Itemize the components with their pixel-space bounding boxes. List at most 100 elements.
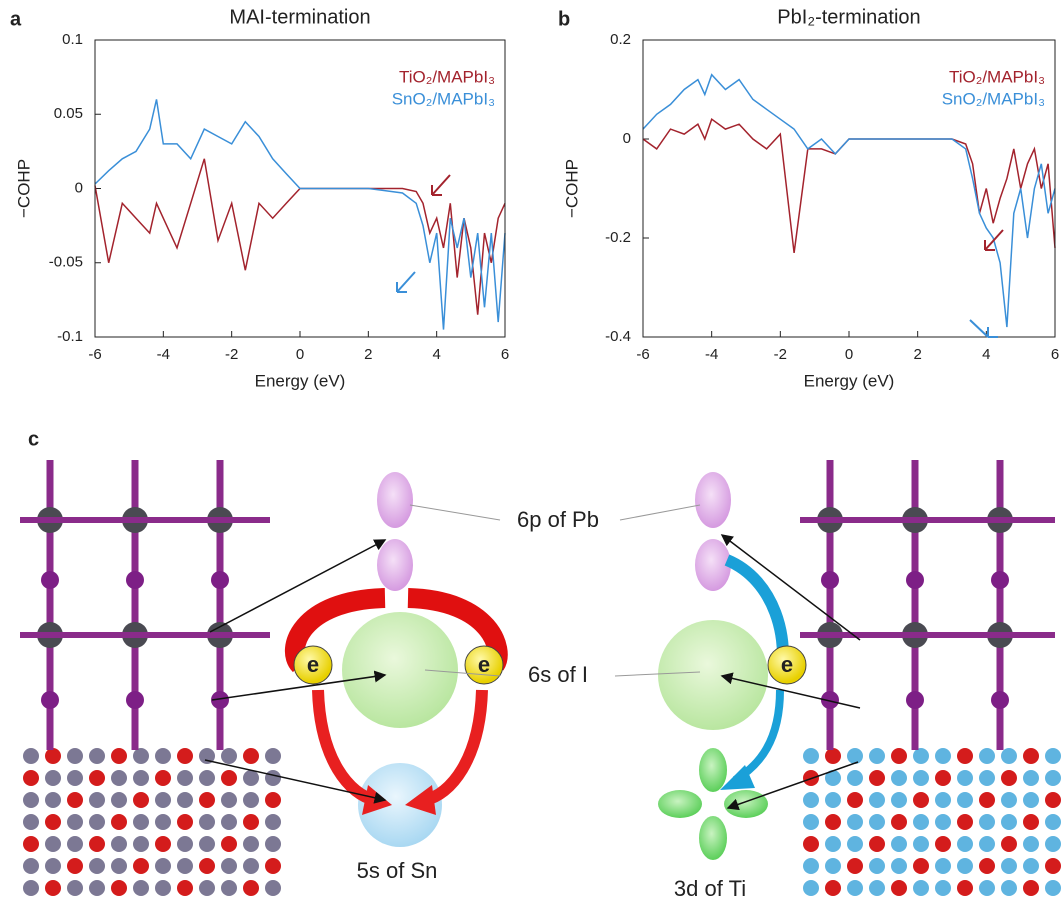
y-tick-label: -0.05 <box>49 254 83 271</box>
atom <box>155 880 171 896</box>
atom <box>199 836 215 852</box>
legend-entry: SnO₂/MAPbI₃ <box>942 89 1045 108</box>
atom <box>177 858 193 874</box>
atom <box>45 814 61 830</box>
atom <box>825 858 841 874</box>
atom <box>155 748 171 764</box>
x-tick-label: -6 <box>88 346 101 363</box>
atom <box>89 748 105 764</box>
atom <box>133 770 149 786</box>
atom <box>111 770 127 786</box>
x-tick-label: -4 <box>157 346 170 363</box>
atom <box>67 836 83 852</box>
atom <box>67 814 83 830</box>
atom <box>89 836 105 852</box>
atom <box>847 814 863 830</box>
atom <box>67 880 83 896</box>
atom <box>869 858 885 874</box>
atom <box>265 836 281 852</box>
atom <box>1001 792 1017 808</box>
atom <box>1045 748 1061 764</box>
atom <box>45 748 61 764</box>
atom <box>265 858 281 874</box>
atom <box>67 858 83 874</box>
atom <box>957 814 973 830</box>
atom <box>221 880 237 896</box>
atom <box>803 748 819 764</box>
atom <box>979 748 995 764</box>
orbital <box>658 790 702 818</box>
orbital <box>699 816 727 860</box>
atom <box>177 748 193 764</box>
atom <box>45 836 61 852</box>
atom <box>1001 748 1017 764</box>
atom <box>199 814 215 830</box>
atom <box>991 571 1009 589</box>
atom <box>979 836 995 852</box>
y-tick-label: 0 <box>75 179 83 196</box>
atom <box>265 792 281 808</box>
atom <box>23 858 39 874</box>
x-tick-label: 6 <box>1051 346 1059 363</box>
atom <box>847 836 863 852</box>
atom <box>265 770 281 786</box>
atom <box>243 836 259 852</box>
x-tick-label: 2 <box>364 346 372 363</box>
atom <box>155 836 171 852</box>
atom <box>155 814 171 830</box>
atom <box>979 858 995 874</box>
chart-title: MAI-termination <box>229 6 370 28</box>
atom <box>847 748 863 764</box>
atom <box>913 770 929 786</box>
x-axis-label: Energy (eV) <box>255 371 346 390</box>
atom <box>243 770 259 786</box>
electron-label: e <box>781 652 793 677</box>
y-axis-label: −COHP <box>562 159 581 218</box>
legend-entry: TiO₂/MAPbI₃ <box>399 67 495 86</box>
atom <box>1045 880 1061 896</box>
atom <box>177 836 193 852</box>
figure: a MAI-termination Energy (eV) −COHP -6 -4 -2 0 2… <box>0 0 1061 906</box>
x-axis-label: Energy (eV) <box>804 371 895 390</box>
atom <box>221 748 237 764</box>
x-tick-label: 2 <box>913 346 921 363</box>
atom <box>221 792 237 808</box>
atom <box>111 880 127 896</box>
x-tick-label: -2 <box>225 346 238 363</box>
atom <box>45 792 61 808</box>
atom <box>979 880 995 896</box>
atom <box>23 748 39 764</box>
atom <box>1023 770 1039 786</box>
atom <box>177 880 193 896</box>
atom <box>803 836 819 852</box>
atom <box>133 880 149 896</box>
atom <box>23 836 39 852</box>
atom <box>265 748 281 764</box>
atom <box>45 880 61 896</box>
panel-label: a <box>10 8 22 30</box>
panel-label: c <box>28 428 39 450</box>
atom <box>935 836 951 852</box>
atom <box>869 792 885 808</box>
atom <box>67 770 83 786</box>
atom <box>1023 792 1039 808</box>
leader <box>620 505 700 520</box>
atom <box>221 858 237 874</box>
atom <box>243 792 259 808</box>
chart-title: PbI₂-termination <box>777 6 920 28</box>
atom <box>891 836 907 852</box>
atom <box>45 858 61 874</box>
atom <box>913 836 929 852</box>
electron-label: e <box>307 652 319 677</box>
atom <box>891 792 907 808</box>
atom <box>891 748 907 764</box>
crystal-left <box>20 460 281 896</box>
atom <box>847 880 863 896</box>
atom <box>155 858 171 874</box>
atom <box>67 792 83 808</box>
atom <box>803 880 819 896</box>
atom <box>825 814 841 830</box>
orbital <box>658 620 768 730</box>
atom <box>211 571 229 589</box>
atom <box>913 858 929 874</box>
